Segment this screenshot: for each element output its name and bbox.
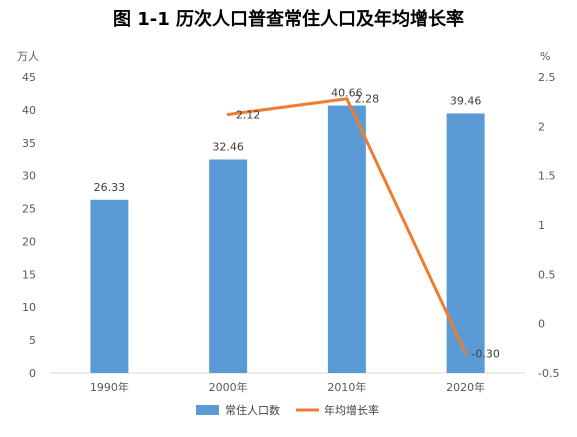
legend-bar-swatch xyxy=(196,405,219,415)
right-tick-label: 1.5 xyxy=(538,170,556,183)
right-tick-label: 0 xyxy=(538,318,545,331)
population-bar-label: 26.33 xyxy=(94,181,126,194)
x-tick-label: 2020年 xyxy=(446,380,485,394)
left-tick-label: 15 xyxy=(22,268,36,281)
chart-title: 图 1-1 历次人口普查常住人口及年均增长率 xyxy=(112,9,465,30)
legend-line-label: 年均增长率 xyxy=(324,403,379,417)
bar-data-labels: 26.33 32.46 40.66 39.46 xyxy=(94,87,482,194)
right-axis-unit: % xyxy=(540,50,550,63)
x-tick-label: 1990年 xyxy=(90,380,129,394)
right-tick-label: 1 xyxy=(538,219,545,232)
growth-rate-label: 2.28 xyxy=(355,93,380,106)
population-bar-label: 32.46 xyxy=(212,140,244,153)
x-tick-label: 2000年 xyxy=(209,380,248,394)
growth-rate-point xyxy=(226,112,230,116)
population-bar-label: 40.66 xyxy=(331,87,363,100)
left-tick-label: 25 xyxy=(22,203,36,216)
left-tick-label: 10 xyxy=(22,301,36,314)
line-series xyxy=(226,97,468,355)
population-bar xyxy=(446,113,485,373)
left-tick-label: 40 xyxy=(22,104,36,117)
population-bar-label: 39.46 xyxy=(450,94,482,107)
left-tick-label: 20 xyxy=(22,235,36,248)
growth-rate-label: -0.30 xyxy=(471,347,499,360)
population-bar xyxy=(327,105,366,374)
right-tick-label: 0.5 xyxy=(538,268,556,281)
left-tick-label: 5 xyxy=(29,334,36,347)
left-tick-label: 45 xyxy=(22,71,36,84)
left-tick-label: 0 xyxy=(29,367,36,380)
line-data-labels: 2.12 2.28 -0.30 xyxy=(236,93,500,361)
population-bar xyxy=(90,199,129,373)
left-axis-ticks: 0 5 10 15 20 25 30 35 40 45 xyxy=(22,71,36,380)
right-axis-ticks: -0.5 0 0.5 1 1.5 2 2.5 xyxy=(538,71,559,380)
right-tick-label: -0.5 xyxy=(538,367,559,380)
left-axis-unit: 万人 xyxy=(17,50,39,63)
population-bar xyxy=(209,159,248,373)
legend: 常住人口数 年均增长率 xyxy=(196,403,379,417)
x-axis-ticks: 1990年 2000年 2010年 2020年 xyxy=(90,380,485,394)
right-tick-label: 2 xyxy=(538,120,545,133)
growth-rate-point xyxy=(464,351,468,355)
growth-rate-label: 2.12 xyxy=(236,108,261,121)
x-tick-label: 2010年 xyxy=(327,380,366,394)
right-tick-label: 2.5 xyxy=(538,71,556,84)
bar-series xyxy=(90,105,485,374)
left-tick-label: 35 xyxy=(22,137,36,150)
growth-rate-point xyxy=(345,97,349,101)
left-tick-label: 30 xyxy=(22,170,36,183)
legend-bar-label: 常住人口数 xyxy=(225,403,280,417)
